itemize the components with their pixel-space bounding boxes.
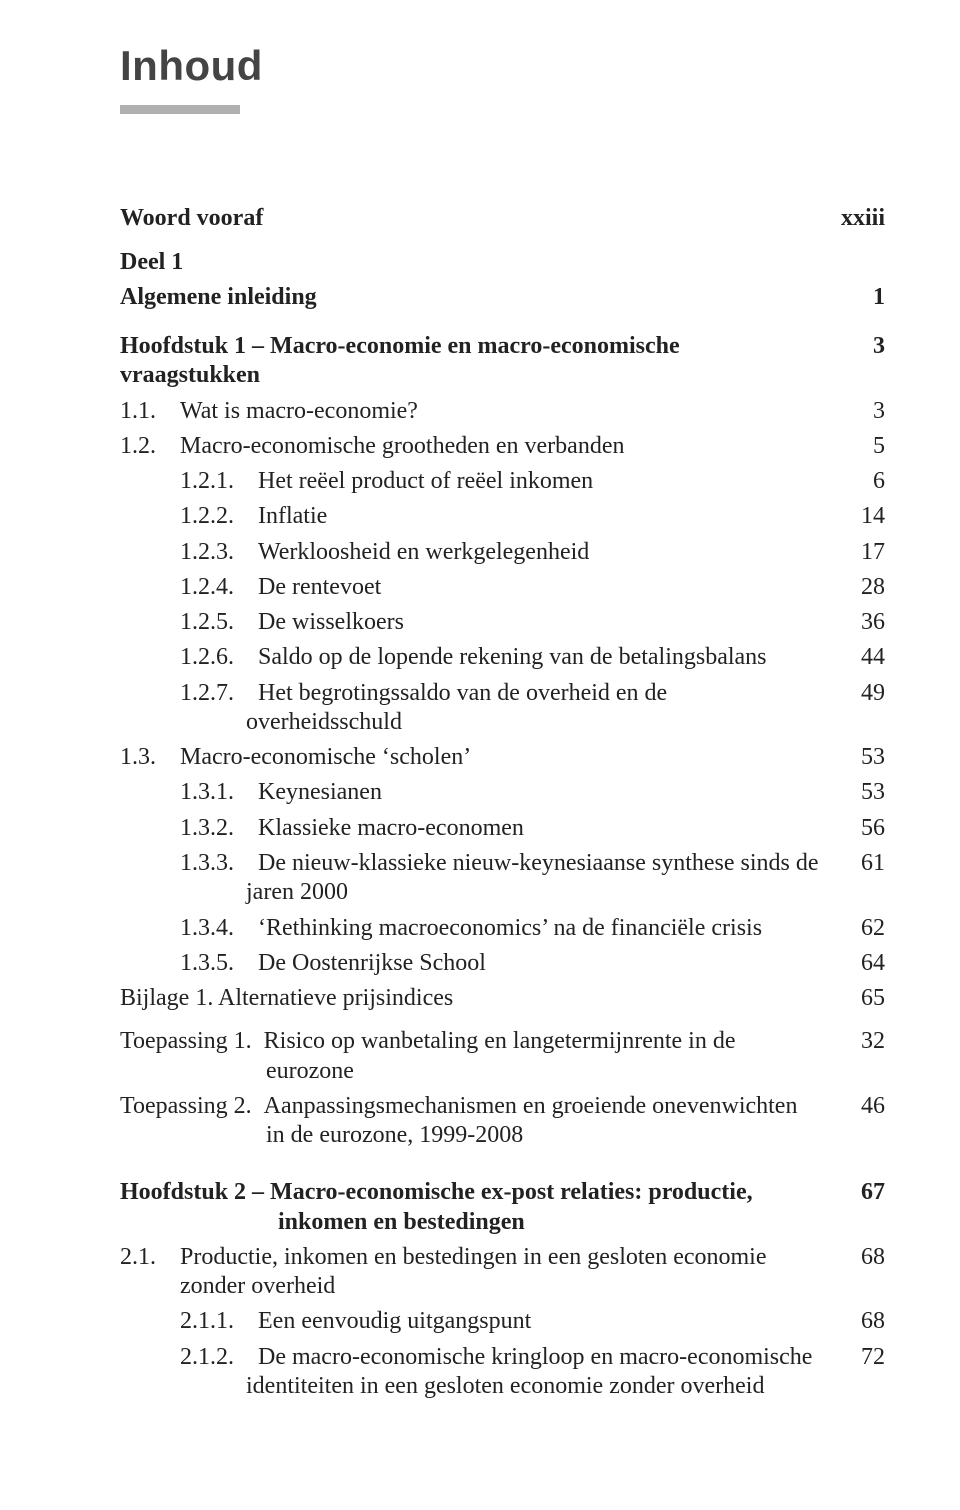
toc-row: 1.3.1. Keynesianen53 xyxy=(120,778,885,807)
toc-row: Toepassing 2. Aanpassingsmechanismen en … xyxy=(120,1092,885,1151)
toc-label: 1.2.4. De rentevoet xyxy=(120,573,821,602)
spacer xyxy=(120,318,885,332)
toc-label: Woord vooraf xyxy=(120,204,821,233)
toc-row: 2.1.1. Een eenvoudig uitgangspunt68 xyxy=(120,1307,885,1336)
page-title: Inhoud xyxy=(120,40,885,91)
toc-label: Toepassing 2. Aanpassingsmechanismen en … xyxy=(120,1092,821,1151)
toc-label: Hoofdstuk 2 – Macro-economische ex-post … xyxy=(120,1178,821,1237)
toc-row: Deel 1 xyxy=(120,248,885,277)
toc-label: Deel 1 xyxy=(120,248,821,277)
toc-label: 1.2.1. Het reëel product of reëel inkome… xyxy=(120,467,821,496)
toc-page: 46 xyxy=(821,1092,885,1121)
toc-label: 1.3.5. De Oostenrijkse School xyxy=(120,949,821,978)
toc-page: 62 xyxy=(821,914,885,943)
toc-row: Algemene inleiding1 xyxy=(120,283,885,312)
toc-row: 1.2.2. Inflatie14 xyxy=(120,502,885,531)
toc-row: 1.3.5. De Oostenrijkse School64 xyxy=(120,949,885,978)
toc-row: 1.2.6. Saldo op de lopende rekening van … xyxy=(120,643,885,672)
toc-label: 1.2.3. Werkloosheid en werkgelegenheid xyxy=(120,538,821,567)
toc-page: 64 xyxy=(821,949,885,978)
toc-row: 1.3.2. Klassieke macro-economen56 xyxy=(120,814,885,843)
spacer xyxy=(120,1019,885,1027)
toc-row: 1.2.1. Het reëel product of reëel inkome… xyxy=(120,467,885,496)
toc-label: 2.1.1. Een eenvoudig uitgangspunt xyxy=(120,1307,821,1336)
toc-page: 1 xyxy=(821,283,885,312)
toc-page: 6 xyxy=(821,467,885,496)
toc-page: 44 xyxy=(821,643,885,672)
toc-row: 2.1. Productie, inkomen en bestedingen i… xyxy=(120,1243,885,1302)
toc-page: xxiii xyxy=(821,204,885,233)
toc-label: 1.2.2. Inflatie xyxy=(120,502,821,531)
toc-row: Woord voorafxxiii xyxy=(120,204,885,233)
toc-page: 28 xyxy=(821,573,885,602)
toc-label: 1.2.6. Saldo op de lopende rekening van … xyxy=(120,643,821,672)
toc-label: Toepassing 1. Risico op wanbetaling en l… xyxy=(120,1027,821,1086)
toc-row: 1.1. Wat is macro-economie?3 xyxy=(120,397,885,426)
title-block: Inhoud xyxy=(120,40,885,114)
toc-page: 65 xyxy=(821,984,885,1013)
toc-page: 3 xyxy=(821,397,885,426)
toc-row: 1.2.7. Het begrotingssaldo van de overhe… xyxy=(120,679,885,738)
toc-row: Bijlage 1. Alternatieve prijsindices65 xyxy=(120,984,885,1013)
toc-page: 56 xyxy=(821,814,885,843)
toc-label: 1.2. Macro-economische grootheden en ver… xyxy=(120,432,821,461)
toc-page: 61 xyxy=(821,849,885,878)
toc-label: Hoofdstuk 1 – Macro-economie en macro-ec… xyxy=(120,332,821,391)
toc-label: 1.3.2. Klassieke macro-economen xyxy=(120,814,821,843)
toc-page: 5 xyxy=(821,432,885,461)
toc-label: 1.2.5. De wisselkoers xyxy=(120,608,821,637)
toc-label: 2.1.2. De macro-economische kringloop en… xyxy=(120,1343,821,1402)
toc-row: 2.1.2. De macro-economische kringloop en… xyxy=(120,1343,885,1402)
toc-row: 1.3.3. De nieuw-klassieke nieuw-keynesia… xyxy=(120,849,885,908)
toc-label: 1.1. Wat is macro-economie? xyxy=(120,397,821,426)
toc-page: 67 xyxy=(821,1178,885,1207)
toc-row: 1.2.3. Werkloosheid en werkgelegenheid17 xyxy=(120,538,885,567)
toc-label: Algemene inleiding xyxy=(120,283,821,312)
toc-row: 1.3. Macro-economische ‘scholen’53 xyxy=(120,743,885,772)
toc-page: 53 xyxy=(821,778,885,807)
toc-label: 1.3.3. De nieuw-klassieke nieuw-keynesia… xyxy=(120,849,821,908)
toc-row: 1.2.5. De wisselkoers36 xyxy=(120,608,885,637)
toc-label: 1.3.1. Keynesianen xyxy=(120,778,821,807)
toc-row: Hoofdstuk 2 – Macro-economische ex-post … xyxy=(120,1178,885,1237)
toc-page: 49 xyxy=(821,679,885,708)
toc-row: Toepassing 1. Risico op wanbetaling en l… xyxy=(120,1027,885,1086)
toc-label: 1.3. Macro-economische ‘scholen’ xyxy=(120,743,821,772)
toc-row: 1.2.4. De rentevoet28 xyxy=(120,573,885,602)
toc-page: 72 xyxy=(821,1343,885,1372)
toc-page: 36 xyxy=(821,608,885,637)
toc-label: Bijlage 1. Alternatieve prijsindices xyxy=(120,984,821,1013)
toc-row: 1.2. Macro-economische grootheden en ver… xyxy=(120,432,885,461)
toc-page: 68 xyxy=(821,1307,885,1336)
toc-page: 53 xyxy=(821,743,885,772)
toc-row: Hoofdstuk 1 – Macro-economie en macro-ec… xyxy=(120,332,885,391)
toc-page: 3 xyxy=(821,332,885,361)
toc-page: 68 xyxy=(821,1243,885,1272)
title-underline xyxy=(120,105,240,114)
toc-page: 14 xyxy=(821,502,885,531)
spacer xyxy=(120,240,885,248)
toc-page: 17 xyxy=(821,538,885,567)
toc-label: 2.1. Productie, inkomen en bestedingen i… xyxy=(120,1243,821,1302)
toc-label: 1.3.4. ‘Rethinking macroeconomics’ na de… xyxy=(120,914,821,943)
toc-page: 32 xyxy=(821,1027,885,1056)
table-of-contents: Woord voorafxxiiiDeel 1Algemene inleidin… xyxy=(120,204,885,1401)
toc-row: 1.3.4. ‘Rethinking macroeconomics’ na de… xyxy=(120,914,885,943)
spacer xyxy=(120,1156,885,1178)
toc-label: 1.2.7. Het begrotingssaldo van de overhe… xyxy=(120,679,821,738)
